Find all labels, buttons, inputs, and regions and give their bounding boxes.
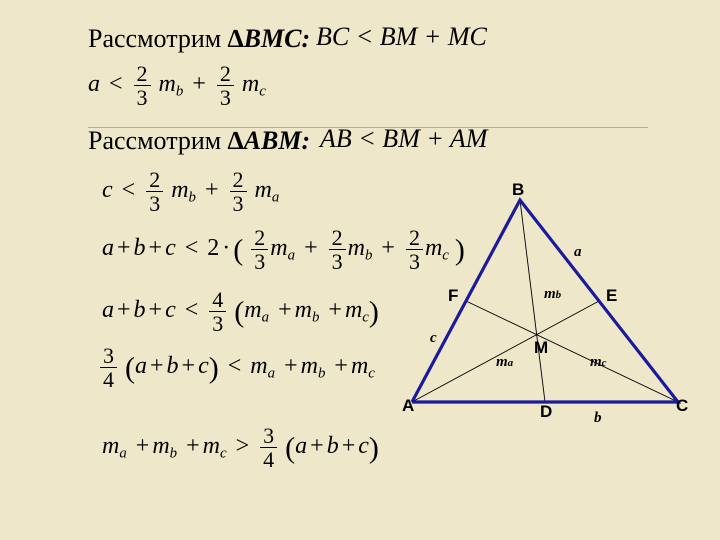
vertex-a-label: A xyxy=(402,396,414,416)
centroid-m-label: M xyxy=(534,338,548,358)
consider-abm-heading: Рассмотрим ∆ABM: xyxy=(88,126,310,156)
vertex-c-label: C xyxy=(676,396,688,416)
formula-3over4-lt-medians: 34 (a+b+c) < ma +mb +mc xyxy=(98,344,375,391)
prefix-1: Рассмотрим xyxy=(88,24,228,53)
formula-medians-gt-3over4: ma +mb +mc > 34 (a+b+c) xyxy=(102,424,379,471)
triangle-diagram: A B C D E F M a b c ma mb mc xyxy=(394,186,692,426)
midpoint-f-label: F xyxy=(448,286,458,306)
midpoint-d-label: D xyxy=(540,402,552,422)
formula-a-lt-medians: a < 23 mb + 23 mc xyxy=(88,62,648,128)
formula-sum-lt-4over3: a+b+c < 43 (ma +mb +mc) xyxy=(102,288,379,335)
triangle-abm: ∆ABM: xyxy=(228,126,310,155)
midpoint-e-label: E xyxy=(606,286,617,306)
side-b-label: b xyxy=(594,410,602,427)
inequality-ab: AB < BM + AM xyxy=(320,124,487,154)
triangle-svg xyxy=(394,186,692,426)
median-ma-label: ma xyxy=(496,354,513,371)
vertex-b-label: B xyxy=(512,180,524,200)
inequality-bc: BC < BM + MC xyxy=(316,22,487,52)
consider-bmc-heading: Рассмотрим ∆BMC: xyxy=(88,24,310,54)
prefix-2: Рассмотрим xyxy=(88,126,228,155)
median-mb-label: mb xyxy=(544,286,561,303)
side-a-label: a xyxy=(574,244,582,261)
triangle-bmc: ∆BMC: xyxy=(228,24,310,53)
median-mc-label: mc xyxy=(590,354,607,371)
formula-c-lt-medians: c < 23 mb + 23 ma xyxy=(102,168,279,215)
side-c-label: c xyxy=(430,330,437,347)
